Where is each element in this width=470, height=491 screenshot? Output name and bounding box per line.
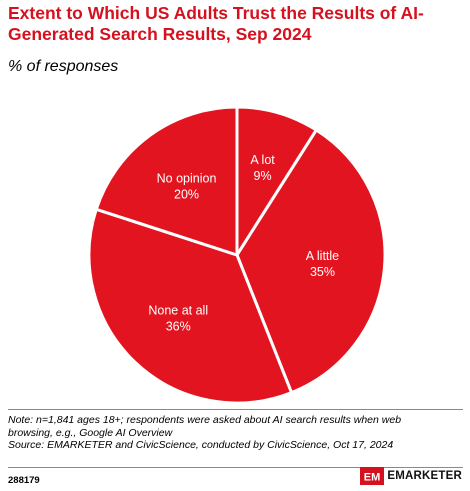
slice-value-a-little: 35%: [310, 265, 335, 279]
slice-value-a-lot: 9%: [254, 169, 272, 183]
emarketer-logo: EM EMARKETER: [360, 467, 462, 485]
pie-chart: A lot 9% A little 35% None at all 36% No opini…: [87, 105, 387, 402]
pie-slice-no-opinion: [94, 105, 239, 257]
chart-notes: Note: n=1,841 ages 18+; respondents were…: [8, 414, 463, 452]
footer-divider: [8, 467, 463, 468]
chart-title: Extent to Which US Adults Trust the Resu…: [8, 3, 424, 44]
pie-slice-a-lot: [235, 105, 318, 257]
slice-label-none-at-all: None at all: [148, 304, 208, 318]
chart-subtitle: % of responses: [8, 58, 119, 75]
logo-monogram: EM: [364, 472, 381, 484]
slice-value-no-opinion: 20%: [174, 188, 199, 202]
slice-label-no-opinion: No opinion: [157, 172, 217, 186]
notes-divider: [8, 409, 463, 410]
chart-id: 288179: [8, 475, 40, 486]
source-text: Source: EMARKETER and CivicScience, cond…: [8, 439, 394, 452]
note-text-line-1: Note: n=1,841 ages 18+; respondents were…: [8, 414, 402, 426]
note-text-line-2: browsing, e.g., Google AI Overview: [8, 426, 173, 439]
brand-name: EMARKETER: [387, 470, 462, 482]
pie-slice-none-at-all: [87, 207, 293, 402]
slice-value-none-at-all: 36%: [166, 320, 191, 334]
slice-label-a-lot: A lot: [250, 153, 275, 167]
em-logo-icon: EM: [360, 467, 385, 485]
pie-slice-a-little: [235, 128, 387, 395]
slice-label-a-little: A little: [306, 249, 339, 263]
